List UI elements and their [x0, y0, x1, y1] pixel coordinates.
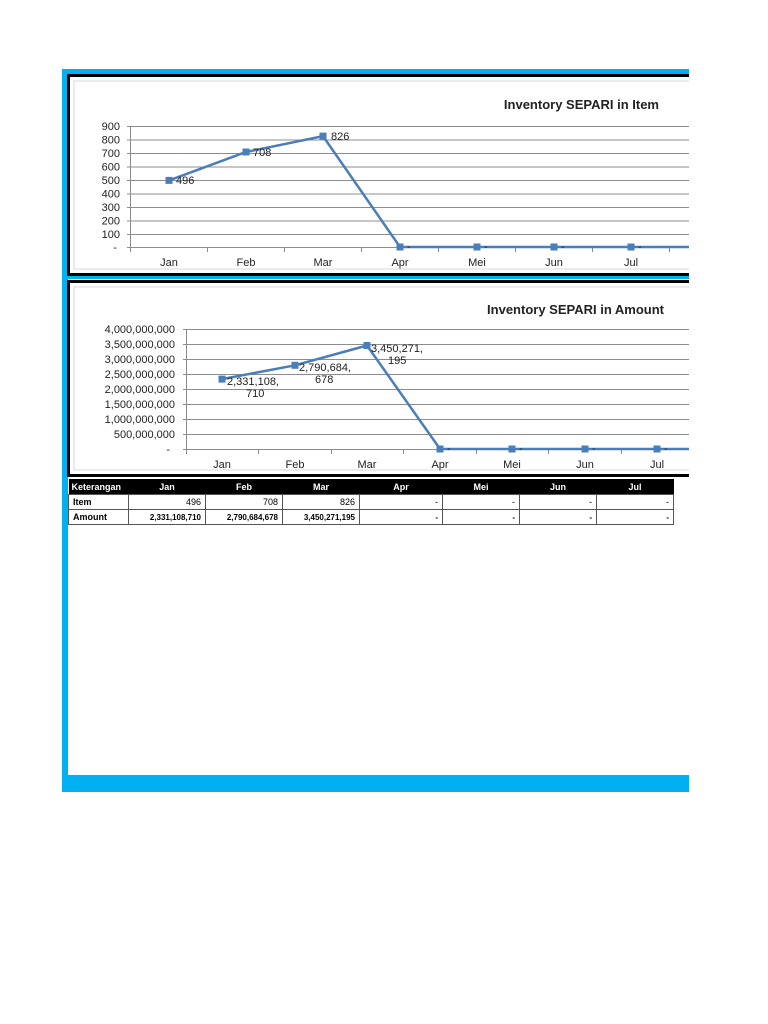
svg-text:Jan: Jan	[160, 257, 178, 269]
table-cell: -	[359, 509, 443, 525]
table-cell: -	[359, 494, 443, 510]
svg-text:Jul: Jul	[650, 459, 664, 471]
table-row: Item 496 708 826 - - - -	[68, 494, 674, 510]
col-header: Jul	[596, 479, 674, 495]
row-label: Amount	[68, 509, 129, 525]
svg-text:Feb: Feb	[237, 257, 256, 269]
svg-text:700: 700	[102, 148, 120, 160]
svg-text:500: 500	[102, 175, 120, 187]
svg-text:Jan: Jan	[213, 459, 231, 471]
frame-bottom-border	[62, 775, 689, 792]
svg-text:-: -	[519, 443, 523, 455]
chart-amount-plot: Inventory SEPARI in Amount 4,000,000,000…	[73, 286, 689, 471]
svg-text:500,000,000: 500,000,000	[114, 429, 175, 441]
svg-text:-: -	[407, 241, 411, 253]
amount-series-line	[221, 344, 689, 451]
chart-separator	[62, 276, 689, 279]
svg-text:-: -	[166, 444, 170, 456]
col-header: Mei	[442, 479, 520, 495]
svg-text:200: 200	[102, 216, 120, 228]
chart-amount-title: Inventory SEPARI in Amount	[487, 302, 665, 317]
svg-text:3,000,000,000: 3,000,000,000	[105, 354, 175, 366]
chart-item: Inventory SEPARI in Item 900 800 700	[67, 74, 689, 276]
svg-text:Jul: Jul	[624, 257, 638, 269]
col-header: Jan	[128, 479, 206, 495]
svg-text:678: 678	[315, 374, 333, 386]
svg-text:-: -	[447, 443, 451, 455]
svg-text:-: -	[484, 241, 488, 253]
inventory-table: Keterangan Jan Feb Mar Apr Mei Jun Jul I…	[68, 479, 674, 525]
svg-text:Apr: Apr	[391, 257, 408, 269]
col-header: Mar	[282, 479, 360, 495]
chart-item-plot: Inventory SEPARI in Item 900 800 700	[73, 80, 689, 270]
table-cell: -	[442, 509, 520, 525]
table-cell: -	[519, 509, 597, 525]
svg-text:4,000,000,000: 4,000,000,000	[105, 324, 175, 336]
amount-series-markers	[218, 342, 661, 453]
svg-text:Mar: Mar	[314, 257, 333, 269]
svg-text:195: 195	[388, 355, 406, 367]
table-cell: 3,450,271,195	[282, 509, 360, 525]
svg-text:-: -	[561, 241, 565, 253]
svg-text:708: 708	[253, 147, 271, 159]
svg-text:826: 826	[331, 131, 349, 143]
svg-text:Mei: Mei	[503, 459, 521, 471]
frame-left-border	[62, 69, 68, 792]
svg-text:800: 800	[102, 135, 120, 147]
svg-text:-: -	[592, 443, 596, 455]
svg-text:3,500,000,000: 3,500,000,000	[105, 339, 175, 351]
svg-text:Apr: Apr	[431, 459, 448, 471]
svg-text:Mar: Mar	[358, 459, 377, 471]
svg-text:496: 496	[176, 175, 194, 187]
svg-text:-: -	[664, 443, 668, 455]
col-header: Jun	[519, 479, 597, 495]
row-label: Item	[68, 494, 129, 510]
table-cell: -	[442, 494, 520, 510]
table-cell: 826	[282, 494, 360, 510]
svg-text:Jun: Jun	[545, 257, 563, 269]
svg-text:300: 300	[102, 202, 120, 214]
col-header: Keterangan	[68, 479, 129, 495]
svg-text:2,331,108,: 2,331,108,	[227, 376, 279, 388]
chart-amount: Inventory SEPARI in Amount 4,000,000,000…	[67, 280, 689, 477]
svg-text:Mei: Mei	[468, 257, 486, 269]
chart-item-title: Inventory SEPARI in Item	[504, 97, 659, 112]
svg-text:2,500,000,000: 2,500,000,000	[105, 369, 175, 381]
table-cell: -	[519, 494, 597, 510]
table-cell: 2,790,684,678	[205, 509, 283, 525]
table-header-row: Keterangan Jan Feb Mar Apr Mei Jun Jul	[68, 479, 674, 495]
table-row: Amount 2,331,108,710 2,790,684,678 3,450…	[68, 509, 674, 525]
table-cell: 496	[128, 494, 206, 510]
svg-text:1,500,000,000: 1,500,000,000	[105, 399, 175, 411]
svg-text:400: 400	[102, 189, 120, 201]
svg-text:Jun: Jun	[576, 459, 594, 471]
svg-text:600: 600	[102, 162, 120, 174]
col-header: Feb	[205, 479, 283, 495]
svg-text:710: 710	[246, 388, 264, 400]
frame-top-border	[62, 69, 689, 75]
svg-text:-: -	[638, 241, 642, 253]
svg-text:Feb: Feb	[286, 459, 305, 471]
table-cell: 2,331,108,710	[128, 509, 206, 525]
svg-text:-: -	[113, 242, 117, 254]
svg-text:1,000,000,000: 1,000,000,000	[105, 414, 175, 426]
col-header: Apr	[359, 479, 443, 495]
item-series-line	[168, 134, 689, 249]
svg-text:3,450,271,: 3,450,271,	[371, 343, 423, 355]
table-cell: -	[596, 494, 674, 510]
table-cell: 708	[205, 494, 283, 510]
svg-text:2,790,684,: 2,790,684,	[299, 362, 351, 374]
svg-text:2,000,000,000: 2,000,000,000	[105, 384, 175, 396]
table-cell: -	[596, 509, 674, 525]
svg-text:100: 100	[102, 229, 120, 241]
item-series-markers	[165, 132, 635, 251]
svg-text:900: 900	[102, 121, 120, 133]
